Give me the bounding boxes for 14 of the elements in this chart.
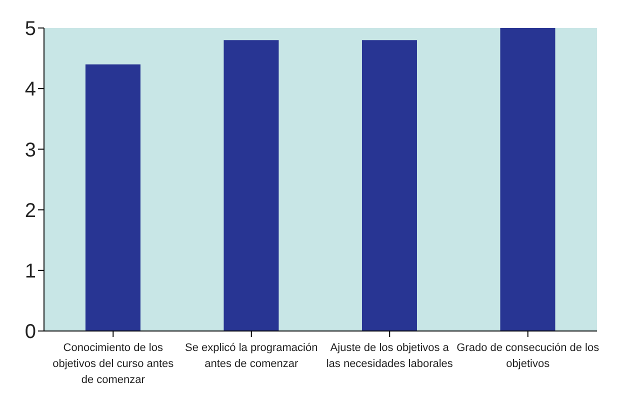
y-tick-label: 0	[24, 321, 36, 344]
x-tick-label: Grado de consecución de los objetivos	[456, 342, 600, 370]
x-tick-label: Conocimiento de los objetivos del curso antes de comenzar	[52, 342, 174, 386]
y-tick-label: 3	[24, 139, 36, 162]
y-tick-label: 1	[24, 260, 36, 282]
bar	[500, 28, 556, 331]
bar	[224, 40, 279, 331]
y-tick-label: 2	[24, 200, 36, 222]
x-tick-label: Ajuste de los objetivos a las necesidades laborales	[326, 342, 454, 370]
y-tick-label: 5	[24, 18, 36, 40]
y-tick-label: 4	[24, 78, 36, 101]
bar	[85, 64, 140, 331]
bar	[362, 40, 417, 331]
x-tick-label: Se explicó la programación antes de comenzar	[185, 342, 318, 370]
